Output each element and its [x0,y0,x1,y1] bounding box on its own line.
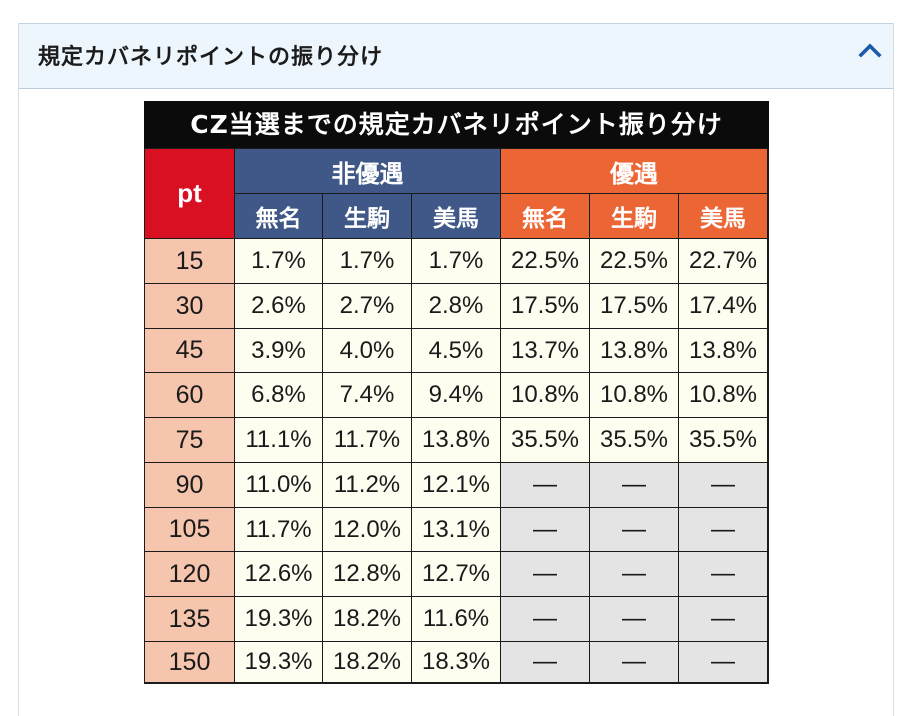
percentage-cell: 18.2% [323,597,411,641]
subheader-cell: 無名 [501,194,589,238]
percentage-cell: 10.8% [501,373,589,417]
accordion-header[interactable]: 規定カバネリポイントの振り分け [19,23,893,89]
empty-value-cell: ― [679,508,767,551]
pt-value-cell: 150 [145,642,234,682]
pt-value-cell: 15 [145,239,234,283]
empty-value-cell: ― [501,642,589,682]
percentage-cell: 1.7% [323,239,411,283]
empty-value-cell: ― [590,642,678,682]
percentage-cell: 12.6% [235,552,322,596]
percentage-cell: 11.6% [412,597,500,641]
percentage-cell: 6.8% [235,373,322,417]
percentage-cell: 1.7% [412,239,500,283]
pt-value-cell: 90 [145,463,234,507]
percentage-cell: 18.3% [412,642,500,682]
percentage-cell: 22.5% [501,239,589,283]
collapse-button[interactable] [857,38,883,64]
percentage-cell: 19.3% [235,597,322,641]
percentage-cell: 18.2% [323,642,411,682]
percentage-cell: 2.8% [412,284,500,328]
empty-value-cell: ― [590,508,678,551]
percentage-cell: 11.7% [323,418,411,462]
pt-value-cell: 120 [145,552,234,596]
percentage-cell: 2.6% [235,284,322,328]
percentage-cell: 17.5% [590,284,678,328]
pt-value-cell: 45 [145,329,234,372]
subheader-cell: 美馬 [679,194,767,238]
percentage-cell: 11.0% [235,463,322,507]
percentage-cell: 35.5% [501,418,589,462]
percentage-cell: 10.8% [590,373,678,417]
empty-value-cell: ― [679,642,767,682]
percentage-cell: 3.9% [235,329,322,372]
percentage-cell: 22.5% [590,239,678,283]
empty-value-cell: ― [501,597,589,641]
pt-value-cell: 75 [145,418,234,462]
percentage-cell: 12.0% [323,508,411,551]
percentage-cell: 13.8% [679,329,767,372]
percentage-cell: 35.5% [679,418,767,462]
subheader-cell: 美馬 [412,194,500,238]
percentage-cell: 12.7% [412,552,500,596]
empty-value-cell: ― [501,508,589,551]
percentage-cell: 12.1% [412,463,500,507]
empty-value-cell: ― [501,463,589,507]
percentage-cell: 1.7% [235,239,322,283]
percentage-cell: 7.4% [323,373,411,417]
percentage-cell: 19.3% [235,642,322,682]
empty-value-cell: ― [590,552,678,596]
percentage-cell: 13.1% [412,508,500,551]
pt-value-cell: 105 [145,508,234,551]
subheader-cell: 生駒 [590,194,678,238]
percentage-cell: 11.1% [235,418,322,462]
empty-value-cell: ― [590,463,678,507]
empty-value-cell: ― [679,463,767,507]
percentage-cell: 13.8% [412,418,500,462]
pt-value-cell: 60 [145,373,234,417]
percentage-cell: 10.8% [679,373,767,417]
point-distribution-table: CZ当選までの規定カバネリポイント振り分け pt 非優遇 優遇 無名 生駒 美馬 無名 生駒美… [144,101,769,684]
panel-title: 規定カバネリポイントの振り分け [38,45,384,70]
group-header-preferential: 優遇 [501,149,767,193]
pt-value-cell: 135 [145,597,234,641]
percentage-cell: 4.0% [323,329,411,372]
subheader-cell: 生駒 [323,194,411,238]
percentage-cell: 11.7% [235,508,322,551]
percentage-cell: 11.2% [323,463,411,507]
percentage-cell: 4.5% [412,329,500,372]
empty-value-cell: ― [679,597,767,641]
percentage-cell: 17.4% [679,284,767,328]
percentage-cell: 13.8% [590,329,678,372]
empty-value-cell: ― [679,552,767,596]
chevron-up-icon [858,43,882,58]
percentage-cell: 17.5% [501,284,589,328]
pt-column-header: pt [145,149,234,238]
empty-value-cell: ― [501,552,589,596]
percentage-cell: 22.7% [679,239,767,283]
group-header-non-preferential: 非優遇 [235,149,500,193]
percentage-cell: 35.5% [590,418,678,462]
percentage-cell: 12.8% [323,552,411,596]
table-title: CZ当選までの規定カバネリポイント振り分け [144,101,769,148]
percentage-cell: 13.7% [501,329,589,372]
pt-value-cell: 30 [145,284,234,328]
empty-value-cell: ― [590,597,678,641]
subheader-cell: 無名 [235,194,322,238]
percentage-cell: 9.4% [412,373,500,417]
percentage-cell: 2.7% [323,284,411,328]
